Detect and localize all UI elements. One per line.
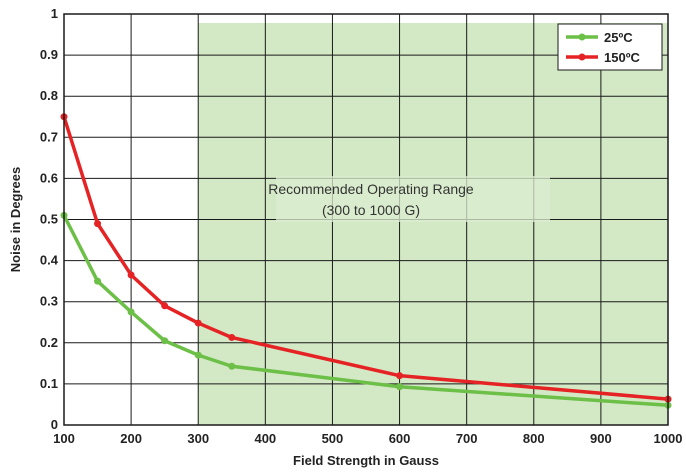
y-tick-label-6: 0.6 — [40, 170, 58, 185]
x-tick-label-5: 600 — [389, 431, 411, 446]
y-tick-label-4: 0.4 — [40, 253, 59, 268]
y-tick-label-10: 1 — [51, 6, 58, 21]
legend: 25ºC 150ºC — [557, 23, 663, 71]
x-tick-label-7: 800 — [523, 431, 545, 446]
data-point-1-2 — [127, 271, 135, 279]
data-point-0-1 — [94, 277, 102, 285]
data-point-1-4 — [194, 319, 202, 327]
y-axis-title: Noise in Degrees — [8, 167, 23, 273]
data-point-1-3 — [161, 302, 169, 310]
recommended-range-region — [198, 23, 668, 425]
y-tick-label-1: 0.1 — [40, 376, 58, 391]
data-point-0-4 — [194, 351, 202, 359]
data-point-0-5 — [228, 362, 236, 370]
x-tick-label-8: 900 — [590, 431, 612, 446]
data-point-0-3 — [161, 337, 169, 345]
x-tick-label-1: 200 — [120, 431, 142, 446]
y-tick-label-7: 0.7 — [40, 129, 58, 144]
data-point-1-5 — [228, 333, 236, 341]
legend-marker-0 — [578, 33, 586, 41]
x-tick-label-3: 400 — [254, 431, 276, 446]
data-point-0-2 — [127, 308, 135, 316]
legend-label-0: 25ºC — [604, 30, 633, 45]
legend-box — [557, 23, 663, 71]
x-tick-label-0: 100 — [53, 431, 75, 446]
legend-marker-1 — [578, 53, 586, 61]
x-tick-label-2: 300 — [187, 431, 209, 446]
y-tick-label-9: 0.9 — [40, 47, 58, 62]
data-point-0-6 — [396, 383, 404, 391]
y-tick-label-3: 0.3 — [40, 294, 58, 309]
legend-label-1: 150ºC — [604, 50, 640, 65]
annotation-background — [276, 176, 550, 222]
series-line-1 — [62, 115, 670, 401]
data-point-1-6 — [396, 372, 404, 380]
x-tick-label-6: 700 — [456, 431, 478, 446]
data-point-1-1 — [94, 220, 102, 228]
x-tick-label-9: 1000 — [654, 431, 683, 446]
y-tick-label-5: 0.5 — [40, 212, 58, 227]
plot-frame — [63, 13, 669, 426]
x-tick-label-4: 500 — [322, 431, 344, 446]
shaded-region-label-line1: Recommended Operating Range — [268, 181, 474, 197]
series-line-0 — [62, 213, 670, 408]
shaded-region-label-line2: (300 to 1000 G) — [322, 202, 420, 218]
y-tick-label-8: 0.8 — [40, 88, 58, 103]
x-axis-title: Field Strength in Gauss — [293, 453, 439, 468]
y-tick-label-2: 0.2 — [40, 335, 58, 350]
y-tick-label-0: 0 — [51, 417, 58, 432]
